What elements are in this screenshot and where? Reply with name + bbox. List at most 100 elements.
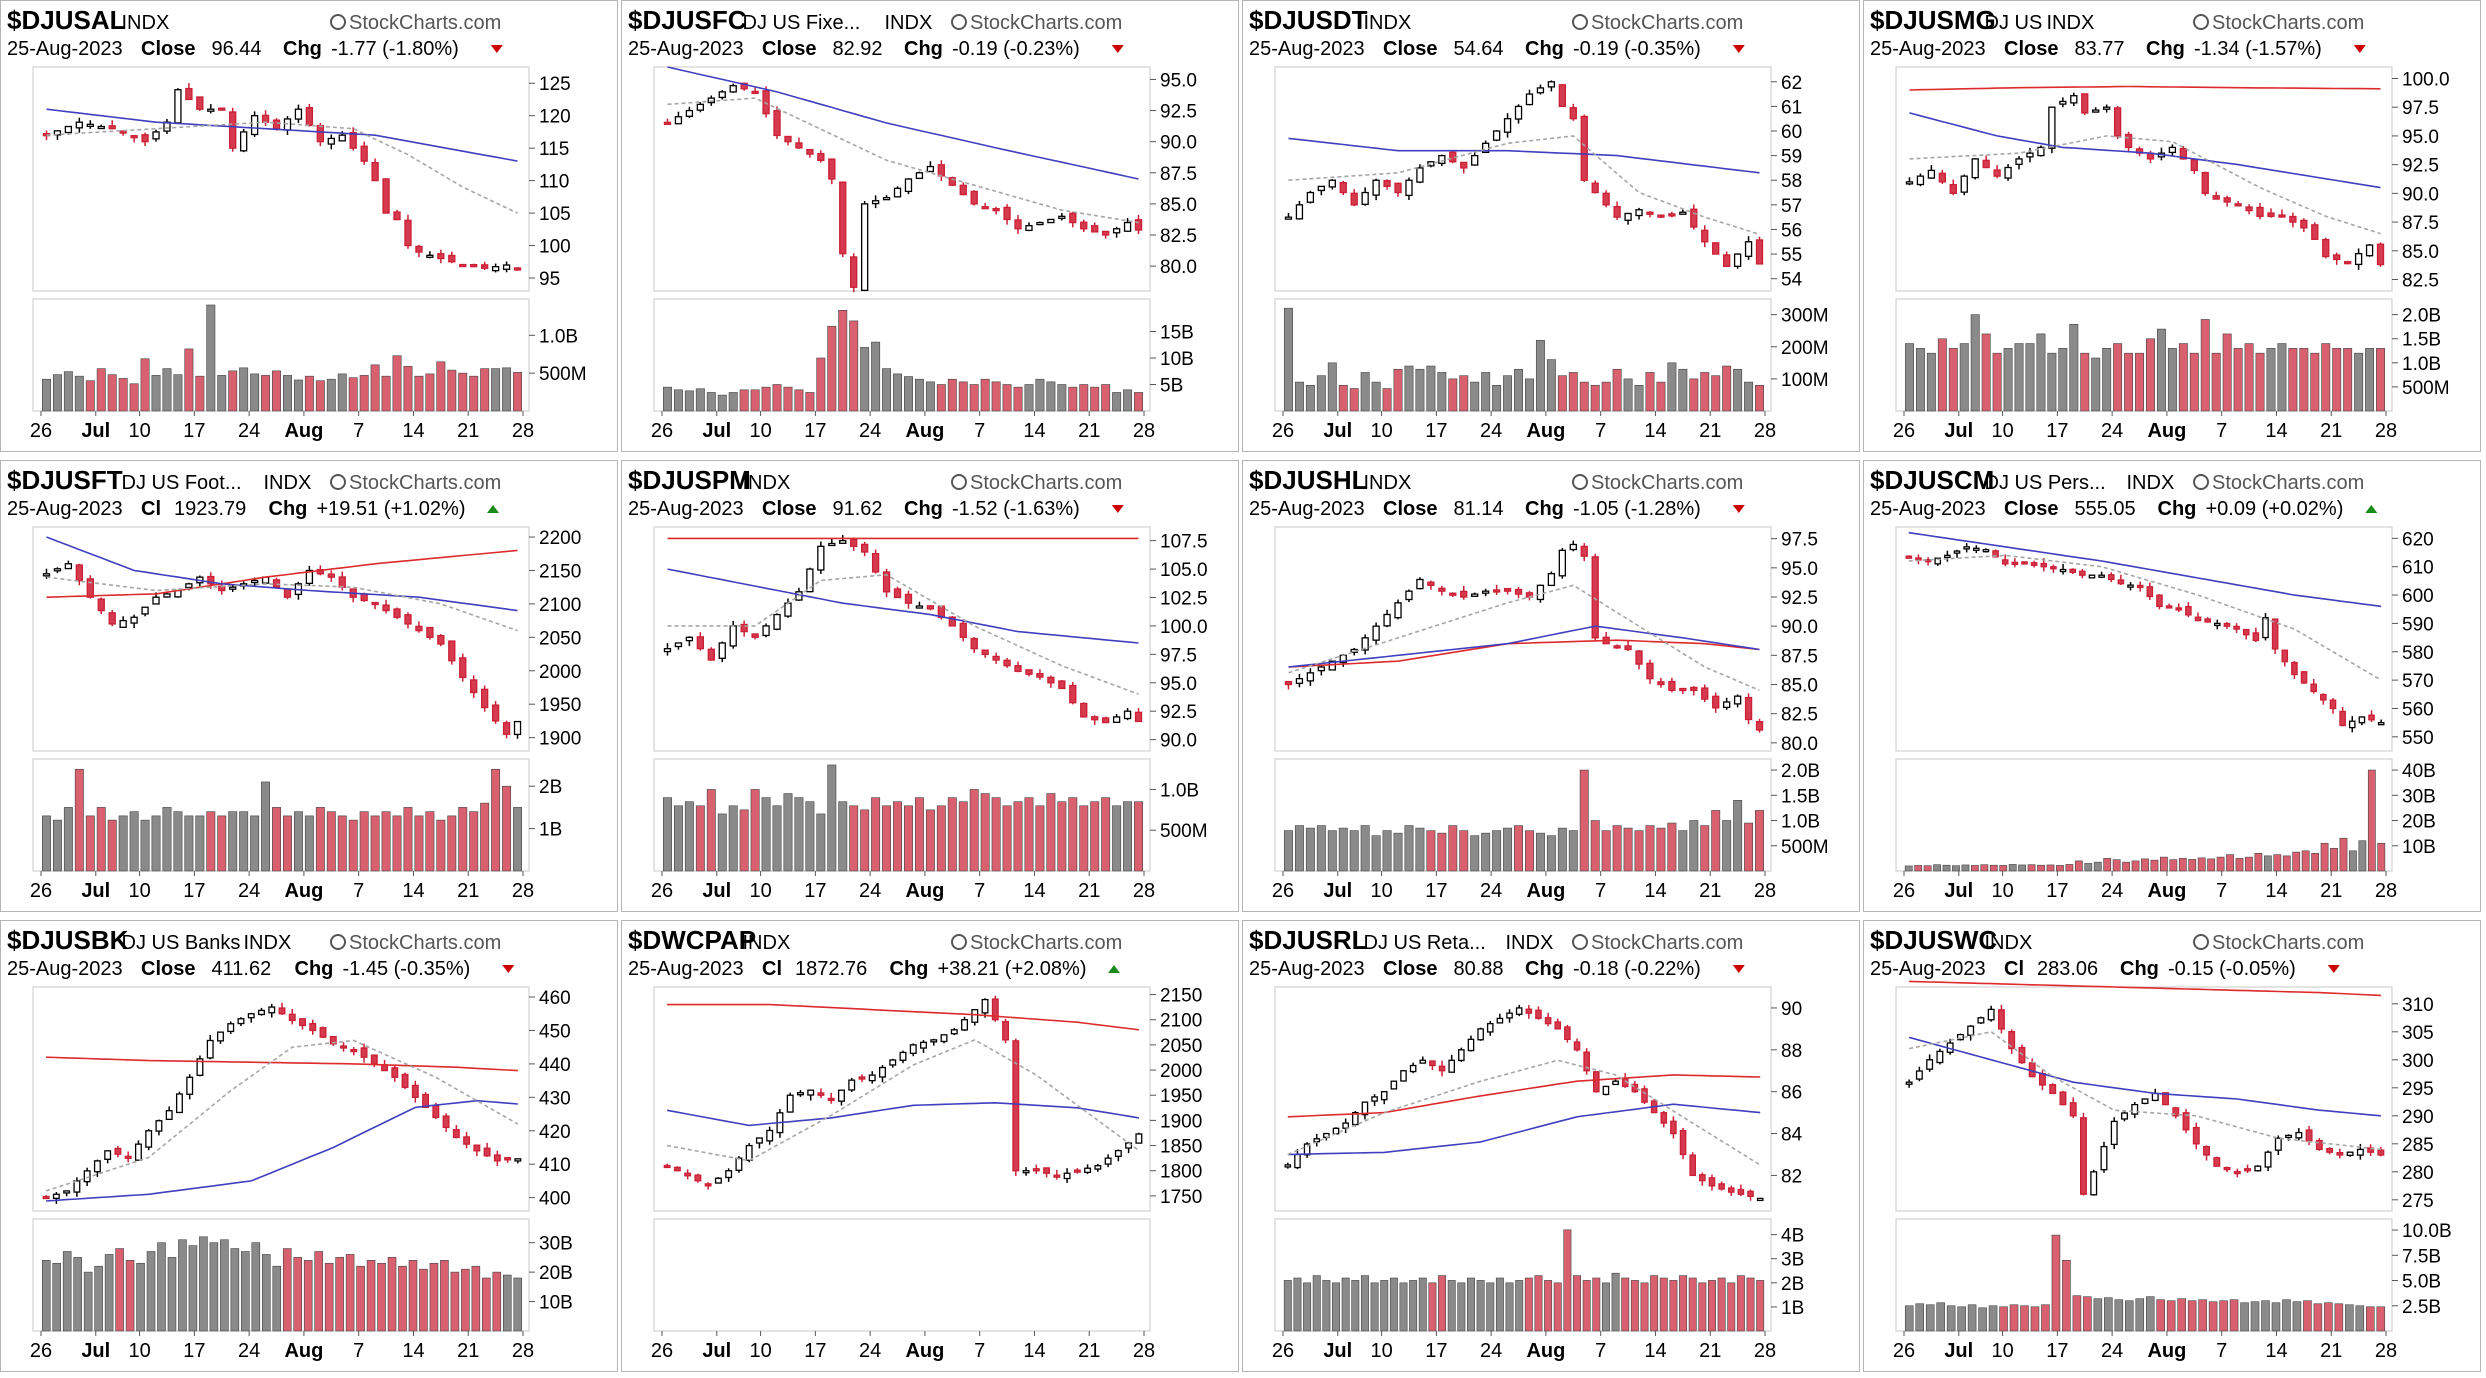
chart-panel[interactable]: $DJUSDT INDX StockCharts.com 25-Aug-2023 Clo… (1242, 0, 1860, 452)
candle-body (1449, 592, 1457, 596)
candle-body (1569, 107, 1577, 120)
volume-bar (728, 392, 738, 412)
chart-exchange: INDX (2127, 472, 2175, 494)
candle-body (1592, 1071, 1600, 1093)
volume-tick-label: 2.0B (1781, 761, 1820, 782)
chart-date: 25-Aug-2023 (1249, 958, 1365, 980)
volume-bar (904, 805, 913, 872)
volume-bar (1553, 1282, 1562, 1332)
candle-body (2172, 1107, 2180, 1117)
candle-body (1938, 172, 1947, 183)
volume-bar (2216, 856, 2225, 872)
candle-body (2310, 683, 2318, 693)
volume-bar (2229, 1299, 2239, 1332)
candle-body (452, 1129, 460, 1139)
volume-bar (2197, 857, 2206, 872)
moving-average-line (1909, 85, 2381, 91)
moving-average-line (1909, 135, 2381, 235)
volume-bar (2093, 1298, 2103, 1332)
chart-panel[interactable]: $DJUSWC INDX StockCharts.com 25-Aug-2023 Cl 2… (1863, 920, 2481, 1372)
candle-body (1503, 587, 1512, 592)
volume-bar (502, 785, 512, 872)
candle-body (1123, 710, 1132, 720)
candle-body (850, 256, 858, 288)
candle-body (316, 124, 325, 143)
candle-body (1492, 130, 1501, 141)
candle-body (53, 568, 62, 572)
candle-body (73, 1180, 81, 1193)
chart-panel[interactable]: $DJUSCM DJ US Pers... INDX StockCharts.com 2… (1863, 460, 2481, 912)
chart-panel[interactable]: $DJUSFC DJ US Fixe... INDX StockCharts.com 2… (621, 0, 1239, 452)
candle-body (899, 1051, 907, 1061)
chart-panel[interactable]: $DJUSMG DJ US INDX StockCharts.com 25-Aug-20… (1863, 0, 2481, 452)
candle-body (718, 642, 726, 659)
volume-bar (42, 378, 51, 412)
price-tick-label: 58 (1781, 171, 1802, 192)
volume-bar (1623, 827, 1633, 872)
volume-bar (1327, 830, 1337, 872)
candle-body (1361, 1101, 1369, 1116)
x-tick-label: 24 (2101, 1340, 2123, 1362)
price-tick-label: 295 (2402, 1079, 2434, 1100)
volume-bar (805, 801, 815, 872)
moving-average-line (667, 97, 1139, 224)
volume-bar (381, 375, 391, 412)
volume-bar (304, 815, 314, 872)
chart-panel[interactable]: $DWCPAP INDX StockCharts.com 25-Aug-2023 Cl 1… (621, 920, 1239, 1372)
chart-panel[interactable]: $DJUSBK DJ US Banks INDX StockCharts.com 25-… (0, 920, 618, 1372)
candle-body (2354, 253, 2363, 266)
moving-average-line (1288, 639, 1760, 668)
volume-bar (272, 807, 281, 872)
volume-bar (1746, 1277, 1755, 1332)
volume-bar (429, 1262, 439, 1332)
candle-body (1613, 645, 1621, 649)
volume-bar (2112, 859, 2121, 872)
x-tick-label: Jul (1944, 880, 1973, 902)
price-tick-label: 560 (2402, 699, 2434, 720)
volume-bar (2103, 858, 2112, 872)
candle-body (2346, 1151, 2354, 1157)
volume-bar (1503, 375, 1513, 412)
volume-bar (1926, 352, 1936, 412)
volume-bar (1393, 832, 1403, 872)
volume-bar (1722, 820, 1732, 872)
chart-panel[interactable]: $DJUSFT DJ US Foot... INDX StockCharts.com 2… (0, 460, 618, 912)
volume-bar (228, 811, 238, 872)
x-tick-label: Aug (284, 1340, 323, 1362)
volume-bar (1659, 1277, 1668, 1332)
chart-panel[interactable]: $DJUSHL INDX StockCharts.com 25-Aug-2023 Clo… (1242, 460, 1860, 912)
copyright-icon (330, 934, 346, 950)
price-tick-label: 310 (2402, 995, 2434, 1016)
moving-average-line (45, 1039, 519, 1192)
chart-panel[interactable]: $DJUSPM INDX StockCharts.com 25-Aug-2023 Clo… (621, 460, 1239, 912)
candle-body (817, 545, 825, 571)
candle-body (1554, 1021, 1562, 1030)
candle-body (673, 1166, 681, 1172)
volume-bar (1389, 1277, 1398, 1332)
volume-bar (403, 807, 413, 872)
volume-bar (447, 815, 457, 872)
volume-tick-label: 500M (2402, 378, 2450, 399)
chart-symbol: $DJUSAL (7, 5, 126, 35)
down-triangle-icon (2327, 965, 2340, 973)
chart-panel[interactable]: $DJUSRL DJ US Reta... INDX StockCharts.com 2… (1242, 920, 1860, 1372)
candle-body (1069, 212, 1077, 224)
volume-bar (1645, 825, 1655, 872)
candle-body (1949, 184, 1957, 195)
volume-bar (1068, 797, 1078, 872)
candle-body (1003, 206, 1011, 221)
price-tick-label: 85.0 (2402, 242, 2439, 263)
volume-bar (1448, 825, 1458, 872)
price-pane (1895, 66, 2393, 292)
x-tick-label: 7 (353, 880, 364, 902)
volume-bar (739, 809, 749, 872)
volume-bar (1544, 1280, 1553, 1332)
volume-bar (146, 1251, 156, 1332)
price-tick-label: 85.0 (1160, 195, 1197, 216)
price-tick-label: 125 (539, 74, 571, 95)
candle-body (740, 623, 748, 633)
candle-body (206, 1039, 214, 1059)
chart-panel[interactable]: $DJUSAL INDX StockCharts.com 25-Aug-2023 Clo… (0, 0, 618, 452)
price-tick-label: 610 (2402, 558, 2434, 579)
candle-body (992, 655, 1000, 661)
